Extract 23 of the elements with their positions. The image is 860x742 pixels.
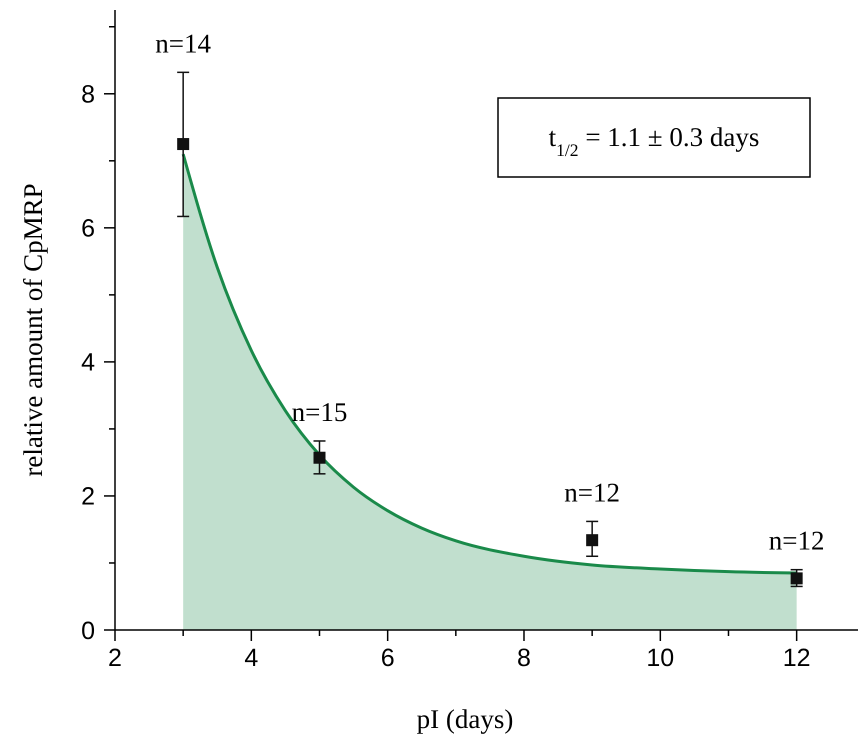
y-tick-label: 4 [81,348,96,377]
x-tick-label: 6 [380,644,395,672]
y-tick-label: 6 [81,214,95,243]
y-tick-label: 8 [81,80,95,109]
annotation: n=14 [155,28,212,58]
y-tick-label: 2 [81,482,95,511]
x-tick-label: 8 [517,644,531,672]
y-axis-title: relative amount of CpMRP [18,183,48,477]
annotation: n=12 [564,477,620,508]
point [177,138,190,150]
x-tick-label: 2 [108,644,122,672]
x-tick-label: 4 [244,644,258,672]
annotation: t$_{1/2}$ = 1.1 ± 0.3 days [548,122,760,160]
point [790,572,803,584]
y-tick-label: 0 [81,616,95,645]
point [586,534,598,546]
x-tick-label: 12 [782,644,811,672]
annotation: n=12 [768,526,825,556]
x-axis-title: pI (days) [416,704,514,734]
point [313,452,326,464]
annotation: n=15 [292,396,348,427]
text-frame: t$_{1/2}$ = 1.1 ± 0.3 days [497,97,811,178]
x-tick-label: 10 [646,644,674,672]
